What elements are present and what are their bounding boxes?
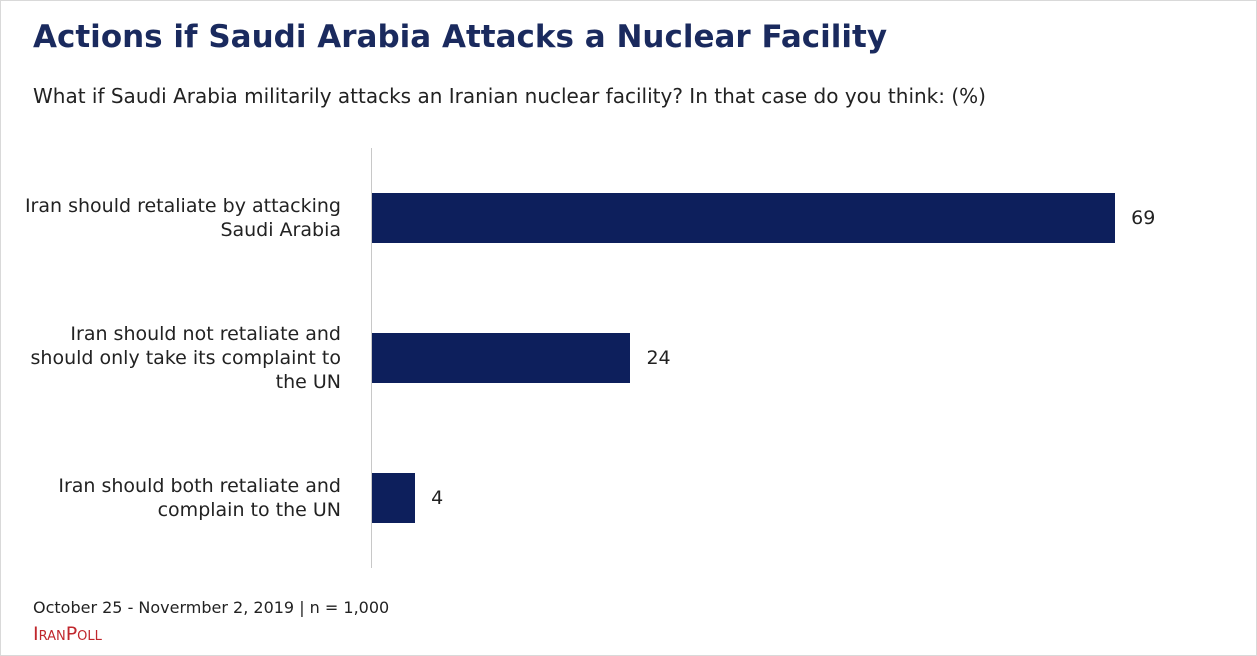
axis-line <box>371 148 372 568</box>
chart-subtitle: What if Saudi Arabia militarily attacks … <box>33 84 986 108</box>
bar <box>372 193 1116 243</box>
bar <box>372 333 631 383</box>
source: IranPoll <box>33 623 102 645</box>
data-label: 24 <box>646 347 671 369</box>
category-label: Iran should retaliate by attacking Saudi… <box>24 195 341 241</box>
bar <box>372 473 416 523</box>
chart-title: Actions if Saudi Arabia Attacks a Nuclea… <box>33 19 888 55</box>
data-label: 4 <box>431 487 444 509</box>
category-label: Iran should both retaliate and complain … <box>58 475 341 521</box>
footnote: October 25 - Novermber 2, 2019 | n = 1,0… <box>33 598 390 617</box>
data-label: 69 <box>1131 207 1156 229</box>
category-label: Iran should not retaliate and should onl… <box>30 323 341 393</box>
